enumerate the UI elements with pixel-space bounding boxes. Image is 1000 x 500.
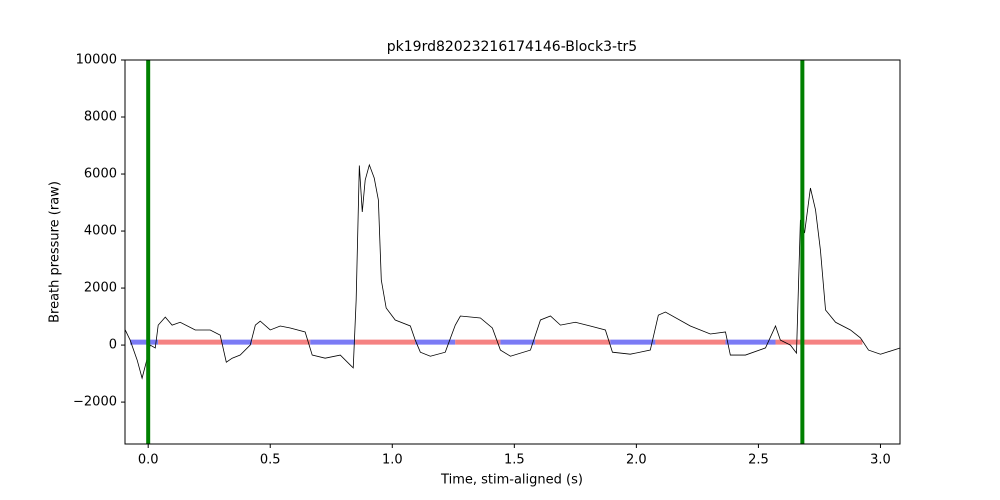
x-tick-label: 2.5 — [748, 453, 769, 468]
y-axis-label: Breath pressure (raw) — [48, 181, 63, 323]
y-tick-label: 8000 — [84, 110, 117, 125]
y-tick-label: 6000 — [84, 167, 117, 182]
x-tick-label: 3.0 — [870, 453, 891, 468]
y-tick-label: 0 — [109, 338, 117, 353]
x-tick-label: 0.5 — [260, 453, 281, 468]
trace-line — [124, 163, 901, 380]
y-tick-label: 4000 — [84, 224, 117, 239]
x-tick-label: 2.0 — [626, 453, 647, 468]
x-axis-label: Time, stim-aligned (s) — [440, 473, 583, 488]
y-tick-label: 2000 — [84, 281, 117, 296]
y-tick-label: 10000 — [76, 53, 117, 68]
y-tick-label: −2000 — [73, 395, 117, 410]
x-tick-label: 1.0 — [382, 453, 403, 468]
x-tick-label: 0.0 — [138, 453, 159, 468]
x-tick-label: 1.5 — [504, 453, 525, 468]
plot-frame — [124, 59, 901, 445]
chart-title: pk19rd82023216174146-Block3-tr5 — [387, 39, 637, 55]
